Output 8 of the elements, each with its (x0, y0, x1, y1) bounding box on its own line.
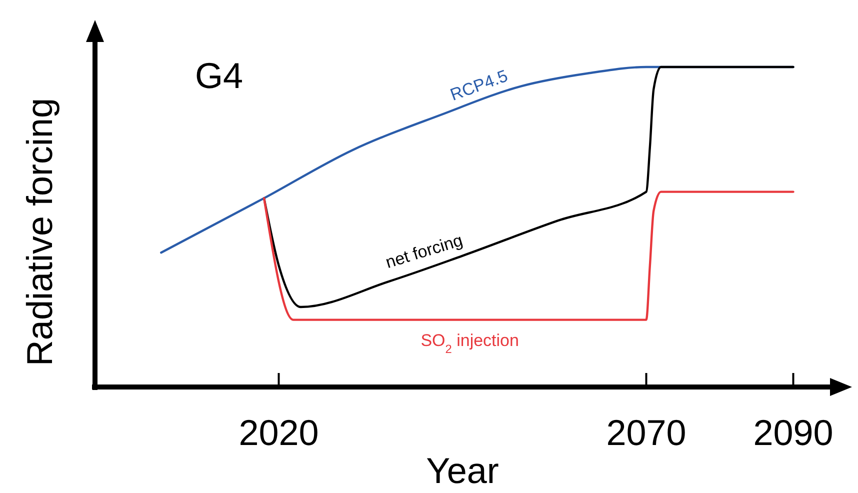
x-tick-label: 2020 (238, 412, 319, 453)
x-tick-label: 2070 (606, 412, 686, 453)
text: net forcing (383, 230, 465, 272)
chart-title: G4 (195, 55, 244, 96)
x-axis-title: Year (426, 450, 499, 491)
series-label: SO$_{2}$ injection (420, 330, 519, 356)
x-tick-label: 2090 (753, 412, 834, 453)
y-axis-title: Radiative forcing (19, 98, 60, 366)
